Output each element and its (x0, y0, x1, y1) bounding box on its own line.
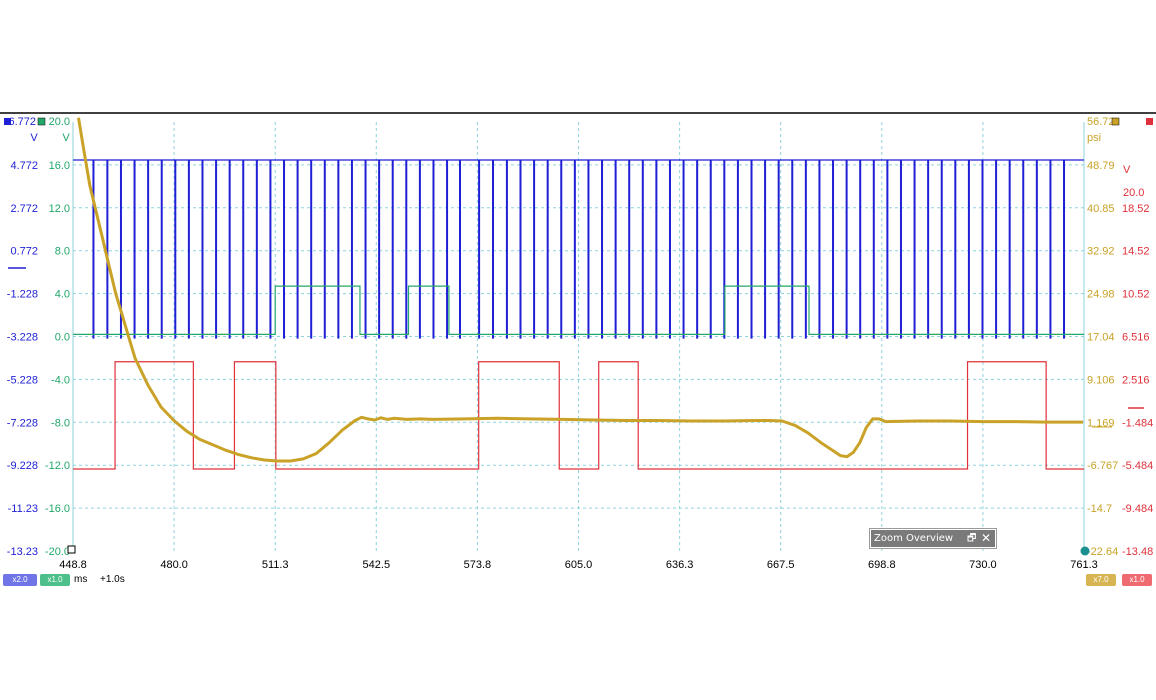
green-tick-label: -12.0 (45, 460, 70, 472)
gold-tick-label: 9.106 (1087, 374, 1115, 386)
left-axes: 6.772 20.0 V V 4.772 2.772 0.772 -1.228 -3.228 -5… (7, 116, 71, 558)
gold-channel-marker (1111, 117, 1120, 126)
red-scale-badge[interactable]: x1.0 (1122, 574, 1152, 586)
red-axis-unit: V (1123, 164, 1131, 176)
red-tick-label: -5.484 (1122, 460, 1153, 472)
red-tick-label: 14.52 (1122, 246, 1150, 258)
gold-axis-top: 56.72 (1087, 116, 1115, 128)
zoom-overview-panel[interactable]: Zoom Overview 🗗 ✕ (870, 529, 996, 548)
blue-tick-label: -7.228 (7, 417, 38, 429)
blue-trace (73, 159, 1084, 339)
blue-tick-label: 0.772 (10, 246, 38, 258)
green-scale-badge[interactable]: x1.0 (40, 574, 70, 586)
red-tick-label: 18.52 (1122, 203, 1150, 215)
blue-tick-label: -5.228 (7, 374, 38, 386)
blue-tick-label: -11.23 (8, 503, 38, 515)
gold-tick-label: 24.98 (1087, 289, 1115, 301)
green-trace (73, 285, 1084, 335)
blue-tick-label: -3.228 (7, 332, 38, 344)
gold-tick-label: 48.79 (1087, 160, 1115, 172)
green-tick-label: -16.0 (45, 503, 70, 515)
green-tick-label: 4.0 (55, 289, 70, 301)
close-icon[interactable]: ✕ (981, 531, 992, 545)
time-offset-label: +1.0s (100, 574, 125, 585)
red-tick-label: 10.52 (1122, 289, 1150, 301)
x-tick-label: 480.0 (160, 559, 188, 571)
red-axis-top: 20.0 (1123, 187, 1144, 199)
green-tick-label: -4.0 (51, 374, 70, 386)
green-tick-label: 8.0 (55, 246, 70, 258)
blue-axis-unit: V (30, 132, 38, 144)
blue-scale-badge[interactable]: x2.0 (3, 574, 37, 586)
gold-tick-label: -6.767 (1087, 460, 1118, 472)
gold-trace (77, 117, 1083, 463)
gold-tick-label: 17.04 (1087, 332, 1115, 344)
blue-tick-label: 2.772 (10, 203, 38, 215)
gold-tick-label: 32.92 (1087, 246, 1115, 258)
blue-tick-label: -1.228 (7, 289, 38, 301)
trigger-marker (67, 545, 76, 554)
blue-tick-label: -9.228 (7, 460, 38, 472)
x-tick-label: 448.8 (59, 559, 87, 571)
zoom-overview-title: Zoom Overview (874, 533, 954, 544)
blue-tick-label: 4.772 (10, 160, 38, 172)
x-tick-label: 761.3 (1070, 559, 1098, 571)
green-tick-label: 0.0 (55, 332, 70, 344)
traces (73, 117, 1084, 470)
time-unit-label: ms (74, 574, 88, 585)
gold-tick-label: -14.7 (1087, 503, 1112, 515)
gold-tick-label: 1.169 (1087, 417, 1115, 429)
x-tick-label: 573.8 (464, 559, 492, 571)
red-tick-label: -1.484 (1122, 417, 1153, 429)
cursor-marker (1080, 546, 1090, 556)
green-tick-label: 16.0 (49, 160, 70, 172)
gold-tick-label: 40.85 (1087, 203, 1115, 215)
green-channel-marker (37, 117, 46, 126)
restore-icon[interactable]: 🗗 (967, 533, 977, 544)
red-tick-label: 2.516 (1122, 374, 1150, 386)
x-tick-label: 698.8 (868, 559, 896, 571)
green-axis-unit: V (62, 132, 70, 144)
axis-markers (4, 117, 1153, 556)
blue-axis-top: 6.772 (8, 116, 36, 128)
gold-scale-badge[interactable]: x7.0 (1086, 574, 1116, 586)
gold-tick-label: -22.64 (1087, 546, 1118, 558)
gold-axis-unit: psi (1087, 132, 1101, 144)
x-tick-label: 542.5 (363, 559, 391, 571)
right-axes: 56.72 psi V 20.0 48.79 40.85 32.92 24.98 17.04 9.… (1087, 116, 1153, 558)
x-tick-label: 636.3 (666, 559, 694, 571)
green-tick-label: 12.0 (49, 203, 70, 215)
x-tick-label: 605.0 (565, 559, 593, 571)
x-tick-label: 511.3 (262, 559, 289, 571)
green-tick-label: -20.0 (45, 546, 70, 558)
red-tick-label: -9.484 (1122, 503, 1153, 515)
red-tick-label: -13.48 (1122, 546, 1153, 558)
blue-channel-marker (4, 118, 11, 125)
red-trace (73, 361, 1084, 470)
x-tick-label: 667.5 (767, 559, 795, 571)
blue-tick-label: -13.23 (7, 546, 38, 558)
status-strip (3, 572, 1153, 587)
grid (72, 122, 1085, 551)
red-channel-marker (1146, 118, 1153, 125)
green-axis-top: 20.0 (49, 116, 70, 128)
red-tick-label: 6.516 (1122, 332, 1150, 344)
x-axis: 448.8 480.0 511.3 542.5 573.8 605.0 636.3 667.5… (59, 559, 1098, 571)
green-tick-label: -8.0 (51, 417, 70, 429)
x-tick-label: 730.0 (969, 559, 997, 571)
